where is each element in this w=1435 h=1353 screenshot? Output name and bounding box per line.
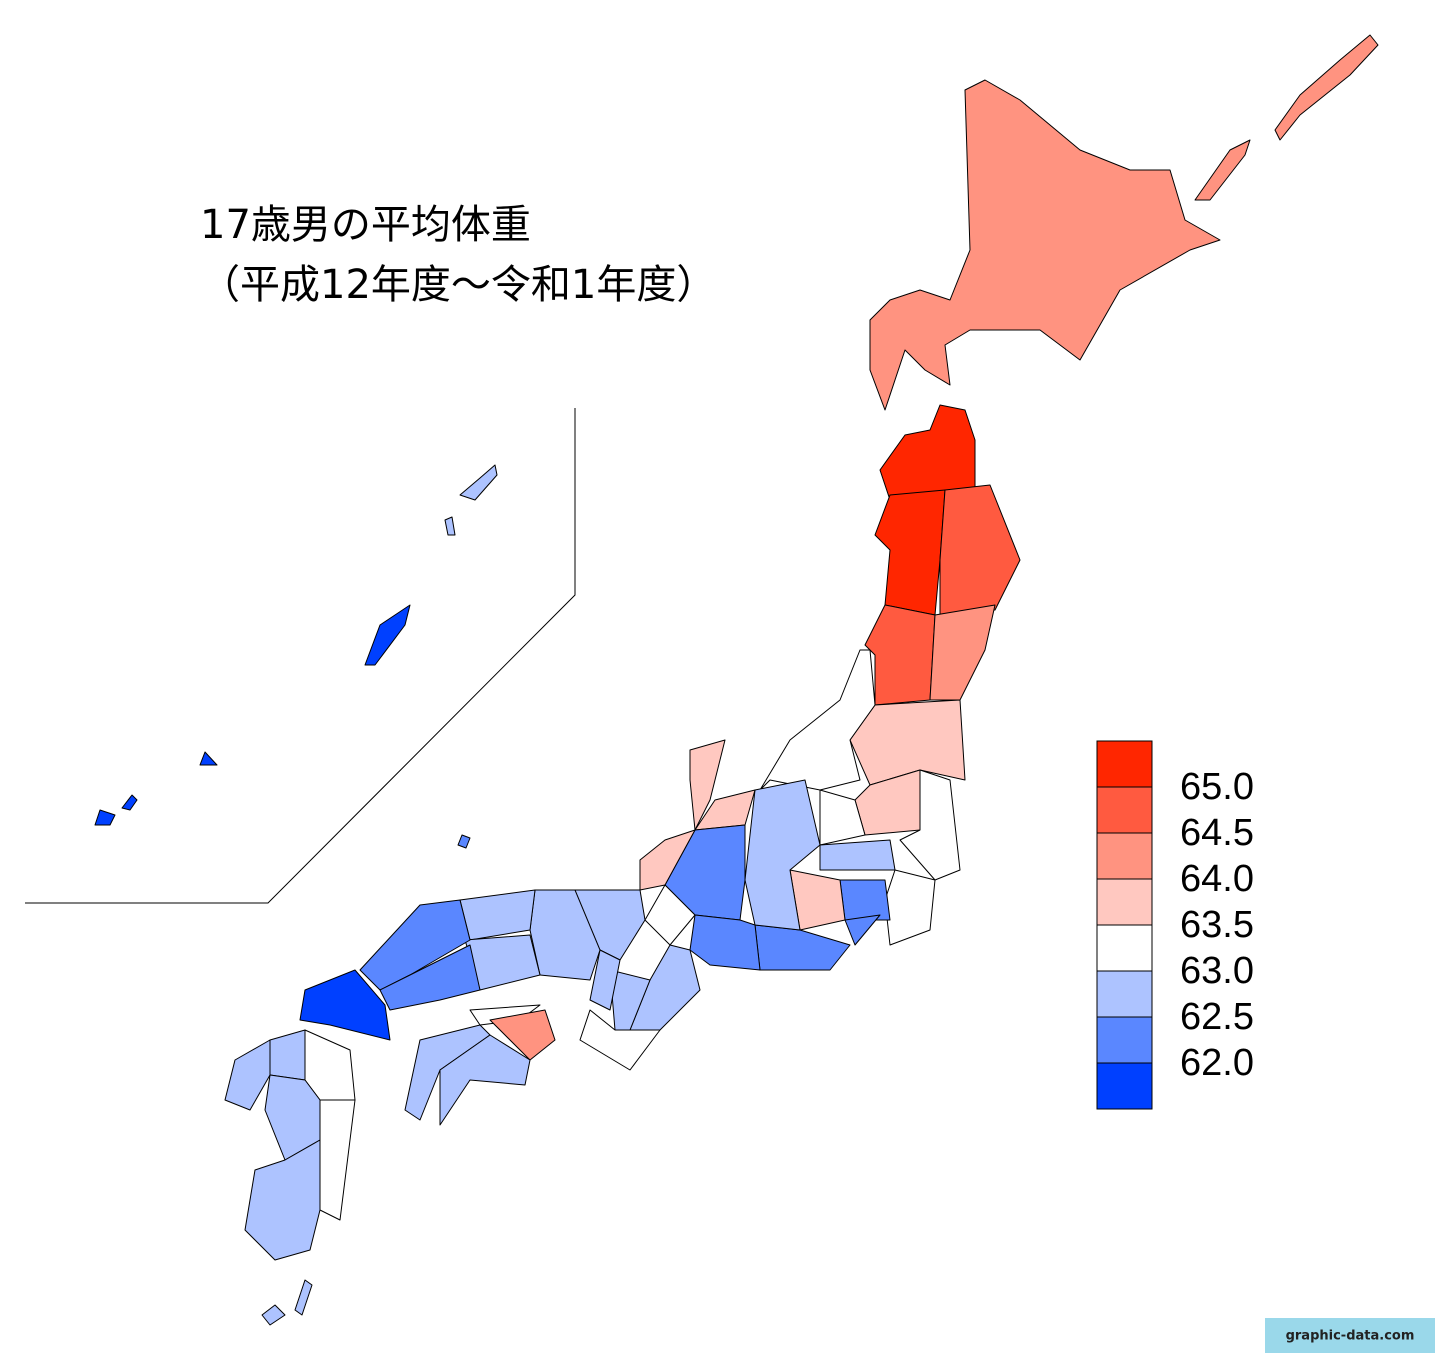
nagano bbox=[744, 779, 821, 931]
legend-label: 65.0 bbox=[1180, 766, 1254, 808]
tochigi bbox=[854, 769, 921, 836]
saga-nagasaki bbox=[224, 1039, 271, 1111]
legend-swatch bbox=[1096, 832, 1153, 880]
hiroshima bbox=[379, 944, 481, 1011]
legend-swatch bbox=[1096, 970, 1153, 1018]
title-line: （平成12年度～令和1年度） bbox=[200, 262, 716, 308]
islands bbox=[294, 1279, 313, 1316]
kagoshima bbox=[244, 1139, 321, 1261]
akita bbox=[874, 489, 946, 616]
miyazaki bbox=[319, 1099, 356, 1221]
footer-box bbox=[1265, 1318, 1435, 1353]
niigata bbox=[759, 649, 876, 791]
chiba bbox=[884, 869, 936, 946]
title-line: 17歳男の平均体重 bbox=[200, 202, 531, 248]
legend-label: 64.0 bbox=[1180, 858, 1254, 900]
ishikawa bbox=[689, 739, 726, 831]
fukui bbox=[639, 829, 696, 891]
legend: 65.064.564.063.563.062.562.0 bbox=[1096, 740, 1254, 1110]
iwate bbox=[939, 484, 1021, 616]
footer: graphic-data.com bbox=[1286, 1329, 1415, 1344]
amami-islands bbox=[459, 464, 498, 501]
kochi bbox=[439, 1034, 531, 1126]
okinawa-islands bbox=[94, 809, 116, 826]
fukuoka bbox=[269, 1029, 306, 1081]
gunma bbox=[819, 789, 866, 846]
aomori bbox=[879, 404, 976, 501]
legend-swatch bbox=[1096, 878, 1153, 926]
kuril-islands bbox=[1274, 34, 1379, 141]
osaka bbox=[589, 949, 621, 1011]
tottori bbox=[459, 889, 536, 941]
amami-islands bbox=[444, 516, 456, 536]
legend-swatch bbox=[1096, 740, 1153, 788]
islands bbox=[261, 1304, 286, 1326]
legend-label: 64.5 bbox=[1180, 812, 1254, 854]
legend-swatch bbox=[1096, 786, 1153, 834]
kanagawa bbox=[844, 914, 881, 946]
inset-border bbox=[25, 408, 576, 904]
kuril-islands bbox=[1194, 139, 1251, 201]
hokkaido bbox=[869, 79, 1221, 411]
legend-label: 62.5 bbox=[1180, 996, 1254, 1038]
saitama bbox=[819, 839, 896, 871]
okinawa-islands bbox=[457, 834, 471, 849]
tokushima bbox=[489, 1009, 556, 1061]
japan-map bbox=[25, 34, 1379, 1326]
wakayama bbox=[579, 1009, 661, 1071]
legend-label: 63.5 bbox=[1180, 904, 1254, 946]
okinawa-islands bbox=[199, 751, 218, 766]
legend-swatch bbox=[1096, 1016, 1153, 1064]
legend-label: 62.0 bbox=[1180, 1042, 1254, 1084]
tokyo bbox=[839, 879, 891, 921]
legend-label: 63.0 bbox=[1180, 950, 1254, 992]
yamagata bbox=[864, 604, 936, 706]
shizuoka bbox=[754, 924, 851, 971]
miyagi bbox=[929, 604, 996, 701]
legend-swatch bbox=[1096, 924, 1153, 972]
okinawa-islands bbox=[121, 794, 138, 811]
aichi bbox=[689, 914, 761, 971]
legend-swatch bbox=[1096, 1062, 1153, 1110]
yamaguchi bbox=[299, 969, 391, 1041]
okinawa bbox=[364, 604, 411, 666]
